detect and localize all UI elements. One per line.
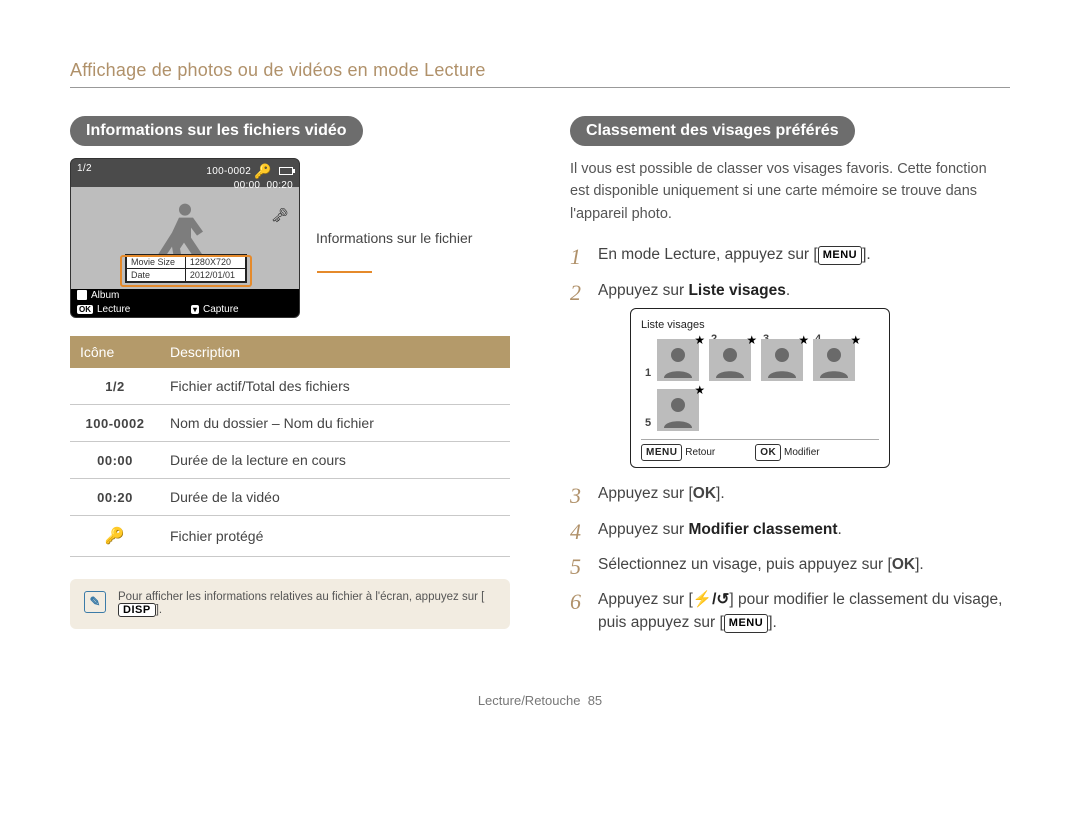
row4-desc: Fichier protégé xyxy=(160,516,510,557)
highlight-box xyxy=(120,255,252,287)
step-1: En mode Lecture, appuyez sur [MENU]. xyxy=(570,243,1010,266)
flash-timer-icon: ⚡/↺ xyxy=(693,591,730,608)
left-column: Informations sur les fichiers vidéo 1/2 … xyxy=(70,116,510,647)
ok-button: OK xyxy=(755,444,781,461)
intro-text: Il vous est possible de classer vos visa… xyxy=(570,158,1010,225)
lock-icon: 🔑 xyxy=(254,163,272,180)
row1-icon: 100-0002 xyxy=(70,405,160,442)
menu-button: MENU xyxy=(724,614,768,633)
step-6: Appuyez sur [⚡/↺] pour modifier le class… xyxy=(570,588,1010,635)
section-pill-video-info: Informations sur les fichiers vidéo xyxy=(70,116,363,146)
th-desc: Description xyxy=(160,336,510,368)
row2-icon: 00:00 xyxy=(70,442,160,479)
page-title: Affichage de photos ou de vidéos en mode… xyxy=(70,60,1010,81)
album-label: Album xyxy=(91,290,119,301)
ok-button: OK xyxy=(693,485,716,502)
icon-description-table: Icône Description 1/2Fichier actif/Total… xyxy=(70,336,510,557)
row2-desc: Durée de la lecture en cours xyxy=(160,442,510,479)
right-column: Classement des visages préférés Il vous … xyxy=(570,116,1010,647)
star-icon: ★ xyxy=(850,331,861,349)
faces-screen: Liste visages 1 ★2 ★3 ★4 ★ 5 ★ xyxy=(630,308,890,469)
note-text: Pour afficher les informations relatives… xyxy=(118,591,496,617)
screen-elapsed: 00:00 xyxy=(234,180,261,191)
face-num-5: 5 xyxy=(645,415,651,432)
ok-icon: OK xyxy=(77,305,93,314)
face-5: ★ xyxy=(657,389,699,431)
th-icon: Icône xyxy=(70,336,160,368)
lecture-label: Lecture xyxy=(97,304,130,315)
capture-label: Capture xyxy=(203,304,239,315)
row3-desc: Durée de la vidéo xyxy=(160,479,510,516)
star-icon: ★ xyxy=(746,331,757,349)
screen-total: 00:20 xyxy=(266,180,293,191)
row4-icon: 🔑 xyxy=(70,516,160,557)
screen-index: 1/2 xyxy=(77,163,92,191)
face-2: ★3 xyxy=(709,339,751,381)
face-num-1: 1 xyxy=(645,365,651,382)
camera-screen: 1/2 100-0002 🔑 00:00 00:20 🗝 M xyxy=(70,158,300,318)
album-icon xyxy=(77,290,87,300)
face-4: ★ xyxy=(813,339,855,381)
step-4: Appuyez sur Modifier classement. xyxy=(570,518,1010,541)
ok-button: OK xyxy=(892,556,915,573)
note-box: ✎ Pour afficher les informations relativ… xyxy=(70,579,510,629)
menu-button: MENU xyxy=(818,246,862,265)
battery-icon xyxy=(279,167,293,175)
section-pill-face-ranking: Classement des visages préférés xyxy=(570,116,855,146)
disp-button: DISP xyxy=(118,603,156,617)
row1-desc: Nom du dossier – Nom du fichier xyxy=(160,405,510,442)
step-5: Sélectionnez un visage, puis appuyez sur… xyxy=(570,553,1010,576)
note-icon: ✎ xyxy=(84,591,106,613)
row0-desc: Fichier actif/Total des fichiers xyxy=(160,368,510,405)
star-icon: ★ xyxy=(798,331,809,349)
face-3: ★4 xyxy=(761,339,803,381)
faces-title: Liste visages xyxy=(641,317,879,334)
page-footer: Lecture/Retouche 85 xyxy=(70,693,1010,708)
step-3: Appuyez sur [OK]. xyxy=(570,482,1010,505)
step-2: Appuyez sur Liste visages. Liste visages… xyxy=(570,279,1010,469)
capture-icon: ▾ xyxy=(191,305,199,314)
star-icon: ★ xyxy=(694,381,705,399)
menu-button: MENU xyxy=(641,444,682,461)
highlight-pointer xyxy=(317,271,372,273)
page-rule xyxy=(70,87,1010,88)
row3-icon: 00:20 xyxy=(70,479,160,516)
highlight-label: Informations sur le fichier xyxy=(316,230,472,246)
star-icon: ★ xyxy=(694,331,705,349)
screen-filecode: 100-0002 xyxy=(206,166,251,177)
lock-icon: 🗝 xyxy=(271,207,289,224)
row0-icon: 1/2 xyxy=(70,368,160,405)
steps-list: En mode Lecture, appuyez sur [MENU]. App… xyxy=(570,243,1010,634)
face-1: ★2 xyxy=(657,339,699,381)
